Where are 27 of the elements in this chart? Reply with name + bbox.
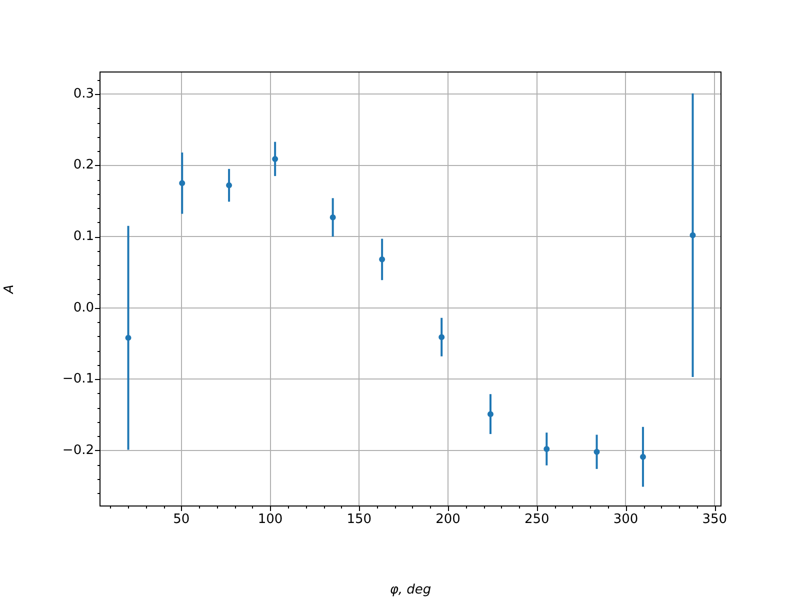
x-tick-label: 300	[613, 512, 638, 528]
x-tick-label: 200	[436, 512, 460, 528]
point	[438, 334, 445, 340]
point	[179, 180, 186, 186]
x-tick-label: 150	[346, 512, 372, 528]
x-tick-label: 250	[524, 512, 550, 528]
point	[330, 214, 336, 220]
y-axis-title: A	[2, 284, 18, 294]
point	[544, 446, 550, 452]
point	[487, 411, 494, 418]
point	[594, 448, 600, 455]
y-tick-label: −0.2	[62, 442, 94, 458]
point	[640, 454, 646, 460]
y-tick-label: 0.1	[73, 228, 94, 244]
point	[690, 232, 696, 238]
point	[226, 182, 232, 188]
point	[125, 334, 132, 341]
point	[379, 256, 386, 262]
y-tick-label: 0.0	[73, 300, 94, 316]
x-tick-label: 350	[702, 512, 728, 528]
x-axis-title: φ, deg	[390, 582, 432, 598]
y-tick-label: 0.2	[73, 158, 94, 173]
y-tick-label: −0.1	[62, 372, 94, 387]
x-tick-label: 50	[173, 512, 190, 528]
point	[272, 156, 278, 162]
x-tick-label: 100	[258, 512, 283, 528]
y-tick-label: 0.3	[73, 86, 94, 102]
